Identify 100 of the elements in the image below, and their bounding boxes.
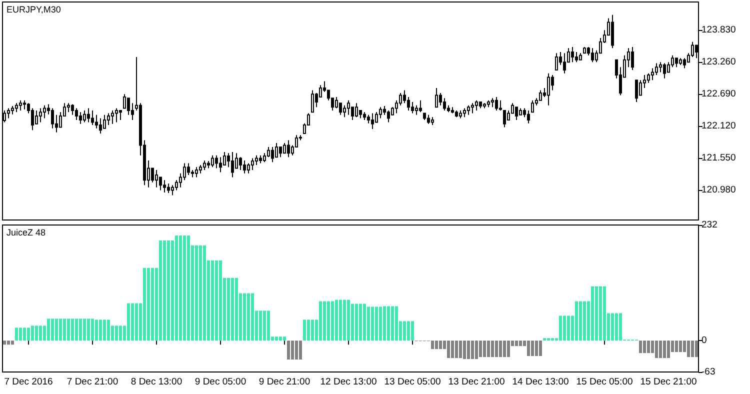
bar xyxy=(75,318,78,341)
candlestick xyxy=(91,110,94,126)
candlestick xyxy=(111,110,114,124)
x-tick-label: 9 Dec 05:00 xyxy=(194,376,246,388)
bar xyxy=(383,306,386,341)
candlestick xyxy=(459,110,462,119)
candlestick xyxy=(15,102,18,113)
bar xyxy=(71,318,74,341)
bar xyxy=(563,316,566,341)
bar xyxy=(151,268,154,341)
bar xyxy=(183,235,186,341)
candlestick xyxy=(387,110,390,123)
bar xyxy=(331,301,334,341)
candlestick xyxy=(499,100,502,111)
bar xyxy=(351,304,354,341)
bar xyxy=(263,310,266,341)
bar xyxy=(695,340,698,358)
candlestick xyxy=(79,112,82,124)
candlestick xyxy=(267,146,270,158)
x-tick-label: 14 Dec 13:00 xyxy=(512,376,569,388)
candlestick xyxy=(527,110,530,124)
candlestick xyxy=(515,106,518,120)
x-tick-label: 12 Dec 13:00 xyxy=(320,376,377,388)
candlestick xyxy=(455,110,458,118)
candlestick xyxy=(155,169,158,188)
bar xyxy=(619,313,622,341)
bar xyxy=(251,293,254,341)
bar xyxy=(267,310,270,341)
candlestick xyxy=(75,108,78,120)
candlestick xyxy=(199,164,202,174)
bar xyxy=(323,301,326,341)
x-tick-label: 13 Dec 21:00 xyxy=(448,376,505,388)
bar xyxy=(647,340,650,354)
candlestick xyxy=(655,62,658,76)
bar xyxy=(175,235,178,341)
bar xyxy=(459,340,462,358)
candlestick xyxy=(11,105,14,115)
bar xyxy=(611,313,614,341)
bar xyxy=(303,320,306,341)
candlestick xyxy=(43,104,46,119)
bar xyxy=(87,318,90,341)
bar xyxy=(99,320,102,341)
y-tick-label: -63 xyxy=(702,366,716,378)
bar xyxy=(67,318,70,341)
bar xyxy=(23,328,26,341)
candlestick xyxy=(271,146,274,163)
candlestick xyxy=(39,108,42,123)
bar xyxy=(479,340,482,358)
bar xyxy=(131,303,134,341)
bar xyxy=(391,306,394,341)
chart-title: EURJPY,M30 xyxy=(6,4,61,14)
bar xyxy=(543,338,546,341)
y-tick-label: 123.830 xyxy=(702,24,736,36)
candlestick xyxy=(83,110,86,123)
candlestick xyxy=(547,72,550,106)
bar xyxy=(447,340,450,358)
bar xyxy=(363,304,366,341)
bar xyxy=(11,340,14,345)
y-tick-label: 122.120 xyxy=(702,120,736,132)
bar xyxy=(291,340,294,360)
candlestick xyxy=(571,46,574,63)
candlestick xyxy=(611,14,614,49)
x-tick-label: 9 Dec 21:00 xyxy=(258,376,310,388)
bar xyxy=(219,260,222,341)
candlestick xyxy=(379,106,382,119)
bar xyxy=(231,278,234,341)
candlestick xyxy=(51,108,54,129)
bar xyxy=(227,278,230,341)
candlestick xyxy=(251,158,254,170)
bar xyxy=(515,340,518,346)
candlestick xyxy=(279,146,282,158)
x-tick-label: 8 Dec 13:00 xyxy=(130,376,182,388)
candlestick xyxy=(663,62,666,79)
bar xyxy=(547,338,550,341)
bar xyxy=(103,320,106,341)
bar xyxy=(187,235,190,341)
bar xyxy=(19,328,22,341)
bar xyxy=(47,318,50,341)
candlestick xyxy=(463,108,466,118)
candlestick xyxy=(215,154,218,169)
candlestick xyxy=(87,108,90,123)
y-tick-label: 232 xyxy=(702,220,718,230)
bar xyxy=(247,293,250,341)
bar xyxy=(371,306,374,341)
candlestick xyxy=(239,156,242,170)
bar xyxy=(575,301,578,341)
bar xyxy=(411,321,414,341)
bar xyxy=(395,306,398,341)
bar xyxy=(31,326,34,341)
bar xyxy=(483,340,486,358)
candlestick xyxy=(371,112,374,130)
bar xyxy=(215,260,218,341)
bar xyxy=(79,318,82,341)
bar xyxy=(327,301,330,341)
bar xyxy=(347,300,350,341)
bar xyxy=(519,340,522,346)
bar xyxy=(39,326,42,341)
candlestick xyxy=(19,100,22,111)
x-tick-label: 15 Dec 05:00 xyxy=(576,376,633,388)
candlestick xyxy=(203,160,206,170)
